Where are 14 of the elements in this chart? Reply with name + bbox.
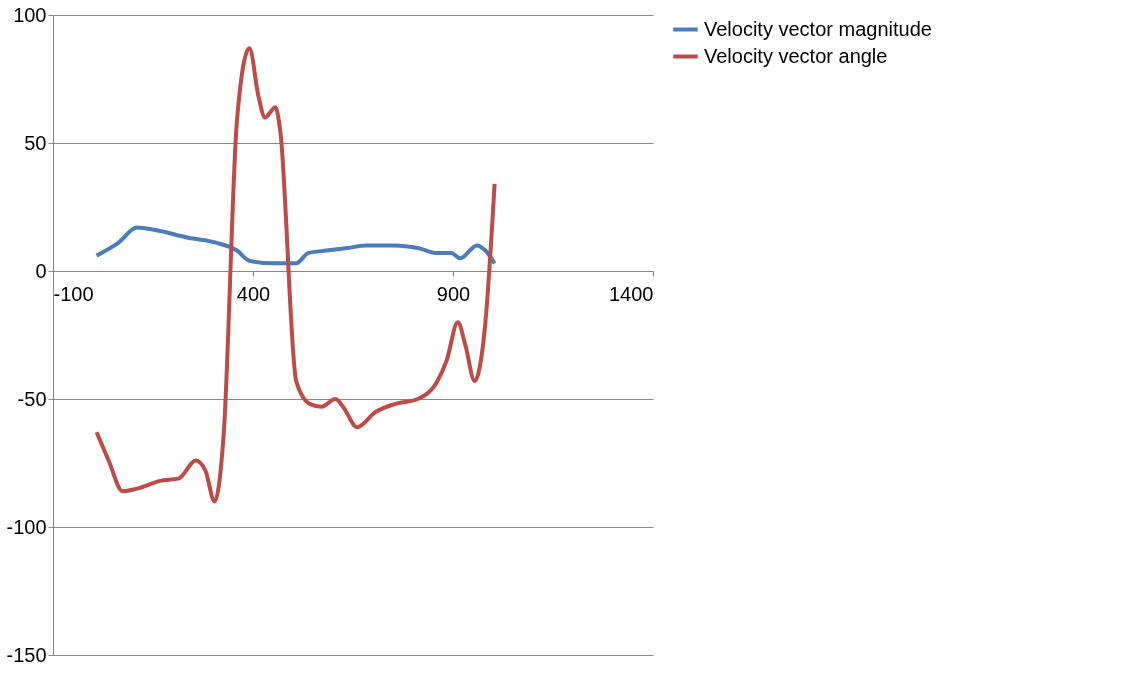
x-tick-label: 1400: [609, 282, 654, 305]
y-tick-label: -150: [6, 643, 47, 666]
line-series: [94, 46, 497, 504]
legend-label: Velocity vector magnitude: [704, 17, 932, 40]
legend-label: Velocity vector angle: [704, 44, 888, 67]
line-series: [94, 225, 497, 266]
y-tick-label: -50: [17, 387, 47, 410]
x-tick-label: 400: [236, 282, 271, 305]
y-tick-label: -100: [6, 515, 47, 538]
y-tick-label: 0: [35, 259, 47, 282]
y-tick-label: 50: [24, 131, 47, 154]
x-tick-label: -100: [53, 282, 94, 305]
y-tick-label: 100: [13, 3, 47, 26]
x-tick-label: 900: [436, 282, 471, 305]
